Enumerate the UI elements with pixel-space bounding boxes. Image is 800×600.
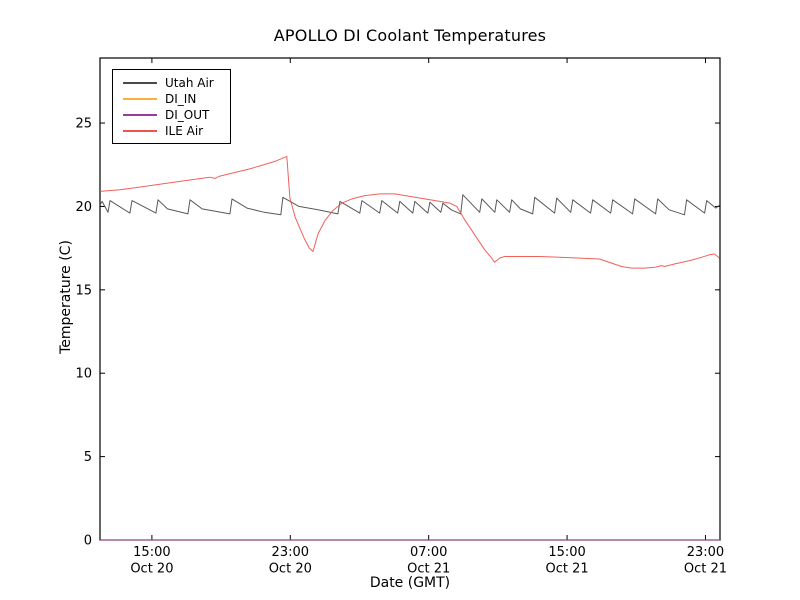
- legend-label-ile-air: ILE Air: [165, 124, 204, 138]
- legend-entry-utah-air: Utah Air: [119, 75, 224, 91]
- x-tick-label-date: Oct 21: [684, 562, 727, 577]
- legend-label-di-in: DI_IN: [165, 92, 197, 106]
- legend-label-di-out: DI_OUT: [165, 108, 210, 122]
- x-tick-label-time: 15:00: [133, 545, 170, 560]
- x-tick-label-date: Oct 21: [407, 562, 450, 577]
- y-tick-label: 25: [75, 117, 92, 132]
- y-tick-label: 15: [75, 283, 92, 298]
- x-tick-label-time: 07:00: [410, 545, 447, 560]
- x-tick-label-date: Oct 21: [545, 562, 588, 577]
- chart-title: APOLLO DI Coolant Temperatures: [273, 26, 547, 45]
- y-tick-label: 10: [75, 367, 92, 382]
- legend-line-sample-di-in: [123, 98, 157, 100]
- series-line-ile-air: [99, 155, 720, 269]
- legend-line-sample-utah-air: [123, 82, 157, 84]
- legend-entry-ile-air: ILE Air: [119, 123, 224, 139]
- x-tick-label-date: Oct 20: [130, 562, 173, 577]
- legend-entry-di-in: DI_IN: [119, 91, 224, 107]
- legend-label-utah-air: Utah Air: [165, 76, 214, 90]
- x-tick-label-time: 23:00: [687, 545, 724, 560]
- series-line-utah-air: [99, 194, 721, 216]
- x-tick-label-time: 23:00: [272, 545, 309, 560]
- x-axis-label: Date (GMT): [369, 575, 451, 591]
- legend: Utah Air DI_IN DI_OUT ILE Air: [112, 69, 231, 144]
- legend-line-sample-ile-air: [123, 130, 157, 132]
- y-tick-label: 0: [84, 534, 92, 549]
- legend-entry-di-out: DI_OUT: [119, 107, 224, 123]
- y-tick-label: 5: [84, 450, 92, 465]
- x-tick-label-time: 15:00: [548, 545, 585, 560]
- y-tick-label: 20: [75, 200, 92, 215]
- legend-line-sample-di-out: [123, 114, 157, 116]
- x-tick-label-date: Oct 20: [269, 562, 312, 577]
- y-axis-label: Temperature (C): [58, 240, 74, 354]
